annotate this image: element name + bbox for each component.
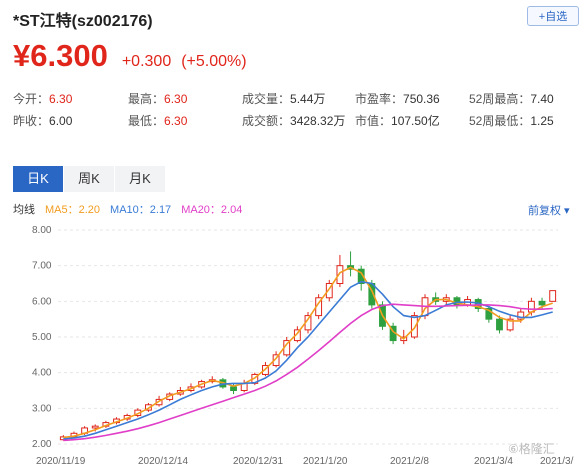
x-tick-label: 2021/1/20 [303, 456, 348, 467]
candle-body [485, 307, 493, 320]
tab-weekly-k[interactable]: 周K [64, 166, 114, 192]
stat-market-cap: 市值：107.50亿 [355, 114, 440, 128]
candle-body [538, 300, 546, 306]
stat-52w-high: 52周最高：7.40 [469, 92, 554, 106]
y-tick-label: 7.00 [32, 261, 52, 272]
ma20-legend: MA20：2.04 [181, 204, 243, 216]
watermark-logo: ⑥格隆汇 [508, 442, 555, 456]
x-tick-label: 2021/3/4 [474, 456, 513, 467]
ma10-legend: MA10：2.17 [110, 204, 172, 216]
candle-body [506, 318, 514, 331]
price-change: +0.300 [121, 53, 172, 70]
stat-low: 最低：6.30 [128, 114, 188, 128]
stat-turnover: 成交额：3428.32万 [242, 114, 346, 128]
x-tick-label: 2020/11/19 [36, 456, 86, 467]
period-tabs: 日K 周K 月K [13, 166, 166, 192]
candle-body [517, 311, 525, 320]
candle-body [325, 283, 333, 299]
y-tick-label: 3.00 [32, 403, 52, 414]
price-change-percent: (+5.00%) [181, 53, 247, 70]
ma10-line [63, 280, 553, 440]
candle-body [336, 265, 344, 285]
stat-open: 今开：6.30 [13, 92, 73, 106]
ma-legend-label: 均线 [13, 204, 35, 216]
candle-body [410, 315, 418, 338]
candle-body [549, 290, 557, 302]
ma20-line [63, 303, 553, 442]
candle-body [496, 318, 503, 331]
stat-volume: 成交量：5.44万 [242, 92, 326, 106]
adjust-dropdown[interactable]: 前复权 ▾ [528, 205, 570, 217]
candle-body [91, 425, 99, 429]
stock-title: *ST江特(sz002176) [13, 13, 153, 30]
stat-pe: 市盈率：750.36 [355, 92, 440, 106]
x-tick-label: 2020/12/31 [233, 456, 283, 467]
stat-high: 最高：6.30 [128, 92, 188, 106]
current-price: ¥6.300 [13, 38, 108, 73]
stat-52w-low: 52周最低：1.25 [469, 114, 554, 128]
quote-row: ¥6.300 +0.300 (+5.00%) [13, 38, 247, 78]
x-tick-label: 2021/3/ [540, 456, 574, 467]
candle-body [230, 386, 237, 392]
ma5-legend: MA5：2.20 [45, 204, 101, 216]
x-tick-label: 2020/12/14 [138, 456, 188, 467]
tab-monthly-k[interactable]: 月K [115, 166, 165, 192]
candle-body [272, 354, 280, 367]
y-tick-label: 5.00 [32, 332, 52, 343]
y-tick-label: 6.00 [32, 296, 52, 307]
y-tick-label: 4.00 [32, 368, 52, 379]
stat-prev-close: 昨收：6.00 [13, 114, 73, 128]
y-tick-label: 2.00 [32, 439, 52, 450]
kline-chart: 8.00 7.00 6.00 5.00 4.00 3.00 2.00 2020/11/19 20… [32, 225, 574, 467]
add-watchlist-button[interactable]: +自选 [527, 6, 579, 26]
x-tick-label: 2021/2/8 [390, 456, 429, 467]
tab-daily-k[interactable]: 日K [13, 166, 63, 192]
y-tick-label: 8.00 [32, 225, 52, 236]
candle-body [293, 329, 301, 342]
ma-legend: 均线 MA5：2.20 MA10：2.17 MA20：2.04 [13, 201, 252, 217]
